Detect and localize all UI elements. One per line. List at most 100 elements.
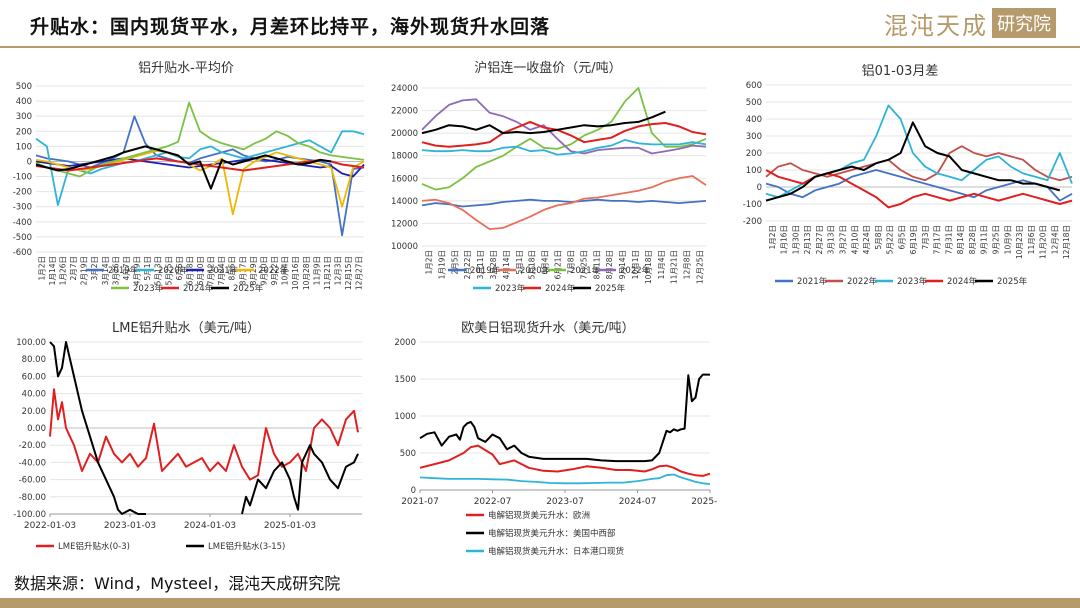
legend-label: 2021年 (797, 276, 828, 287)
x-tick-label: 2025-07 (691, 497, 718, 507)
x-tick-label: 8月5日 (228, 256, 237, 281)
x-tick-label: 10月18日 (644, 250, 653, 284)
y-tick-label: 0 (27, 157, 32, 167)
y-tick-label: 400 (16, 97, 32, 107)
x-tick-label: 2月5日 (450, 250, 459, 275)
x-tick-label: 12月25日 (696, 250, 705, 284)
y-tick-label: 60.00 (22, 372, 46, 382)
legend-label: 2022年 (847, 276, 878, 287)
x-tick-label: 12月4日 (1050, 225, 1059, 254)
chart-domestic-basis: 铝升贴水-平均价 500 400 300 200 100 0 -100 -200 -300 -400… (13, 61, 365, 294)
legend-label: 2023年 (133, 283, 164, 294)
x-tick-label: 3月27日 (839, 225, 848, 254)
x-tick-label: 7月25日 (579, 250, 588, 279)
y-tick-label: 500 (400, 449, 416, 459)
x-tick-label: 10月9日 (1003, 225, 1012, 254)
x-tick-label: 2024-07 (619, 497, 657, 507)
x-tick-label: 10月4日 (281, 256, 290, 285)
x-tick-label: 11月6日 (1027, 225, 1036, 254)
series-line-0 (49, 388, 359, 481)
chart-title: 沪铝连一收盘价（元/吨） (474, 60, 621, 76)
y-tick-label: 10000 (391, 242, 418, 252)
x-tick-label: 4月24日 (862, 225, 871, 254)
x-tick-label: 7月17日 (933, 225, 942, 254)
x-tick-label: 2021-07 (401, 497, 439, 507)
legend-label: 2024年 (183, 283, 214, 294)
x-tick-label: 8月14日 (956, 225, 965, 254)
legend-label: 2024年 (545, 283, 576, 294)
legend-label: 电解铝现货美元升水：欧洲 (488, 510, 590, 521)
legend-label: 2022年 (258, 265, 289, 276)
y-tick-label: 40.00 (22, 390, 46, 400)
legend-label: 2024年 (947, 276, 978, 287)
y-tick-label: -40.00 (19, 458, 46, 468)
x-tick-label: 7月3日 (921, 225, 930, 250)
y-tick-label: 300 (746, 132, 762, 142)
legend-label: LME铝升贴水(0-3) (58, 541, 130, 552)
y-tick-label: -100 (743, 200, 762, 210)
x-tick-label: 3月26日 (111, 256, 120, 285)
y-tick-label: -300 (13, 203, 32, 213)
x-tick-label: 8月28日 (968, 225, 977, 254)
x-tick-label: 6月6日 (175, 256, 184, 281)
x-tick-label: 2月27日 (815, 225, 824, 254)
x-tick-label: 6月5日 (897, 225, 906, 250)
y-tick-label: -20.00 (19, 441, 46, 451)
y-tick-label: -100.00 (13, 510, 46, 520)
legend: LME铝升贴水(0-3) LME铝升贴水(3-15) (36, 541, 285, 552)
y-tick-label: -80.00 (19, 493, 46, 503)
series-line-0 (421, 198, 707, 208)
legend-label: 2023年 (897, 276, 928, 287)
y-tick-label: 0.00 (27, 424, 46, 434)
y-tick-label: 80.00 (22, 355, 46, 365)
y-tick-label: 500 (16, 82, 32, 92)
x-tick-label: 8月28日 (605, 250, 614, 279)
x-tick-label: 5月13日 (154, 256, 163, 285)
y-tick-label: 500 (746, 98, 762, 108)
series-line-4 (35, 101, 365, 178)
series-line-4 (421, 139, 707, 156)
y-tick-label: -200 (743, 217, 762, 227)
x-tick-label: 12月27日 (355, 256, 364, 290)
x-tick-label: 2月13日 (803, 225, 812, 254)
y-tick-label: -200 (13, 188, 32, 198)
legend-label: 2020年 (158, 265, 189, 276)
x-tick-label: 7月24日 (217, 256, 226, 285)
y-tick-label: 12000 (391, 219, 418, 229)
series-line-6 (421, 110, 666, 135)
legend-label: 2021年 (208, 265, 239, 276)
x-tick-label: 10月16日 (291, 256, 300, 290)
x-tick-label: 6月21日 (554, 250, 563, 279)
legend: 2021年 2022年 2023年 2024年 2025年 (775, 276, 1028, 287)
series-line-0 (419, 444, 711, 477)
y-tick-label: 400 (746, 115, 762, 125)
x-tick-label: 6月4日 (541, 250, 550, 275)
x-tick-label: 1月19日 (437, 250, 446, 279)
y-tick-label: 100.00 (16, 338, 46, 348)
x-tick-label: 3月14日 (101, 256, 110, 285)
chart-title: 铝升贴水-平均价 (138, 61, 234, 76)
chart-title: LME铝升贴水（美元/吨） (112, 321, 260, 336)
x-tick-label: 10月28日 (302, 256, 311, 290)
x-tick-label: 3月2日 (90, 256, 99, 281)
y-tick-label: 24000 (391, 84, 418, 94)
legend-label: 2025年 (595, 283, 626, 294)
x-tick-label: 2024-01-03 (184, 521, 236, 531)
x-tick-label: 1月16日 (780, 225, 789, 254)
x-tick-label: 9月10日 (259, 256, 268, 285)
x-tick-label: 1月2日 (424, 250, 433, 275)
series-line-0 (35, 115, 365, 237)
x-tick-label: 7月31日 (944, 225, 953, 254)
header-divider (0, 46, 1080, 48)
y-tick-label: 2000 (394, 338, 416, 348)
footer-band (0, 598, 1080, 608)
legend-label: 2023年 (495, 283, 526, 294)
series-line-1 (419, 373, 710, 463)
x-tick-label: 12月18日 (1062, 225, 1071, 259)
series-line-1 (765, 145, 1073, 182)
y-tick-label: 18000 (391, 152, 418, 162)
x-tick-label: 9月11日 (980, 225, 989, 254)
